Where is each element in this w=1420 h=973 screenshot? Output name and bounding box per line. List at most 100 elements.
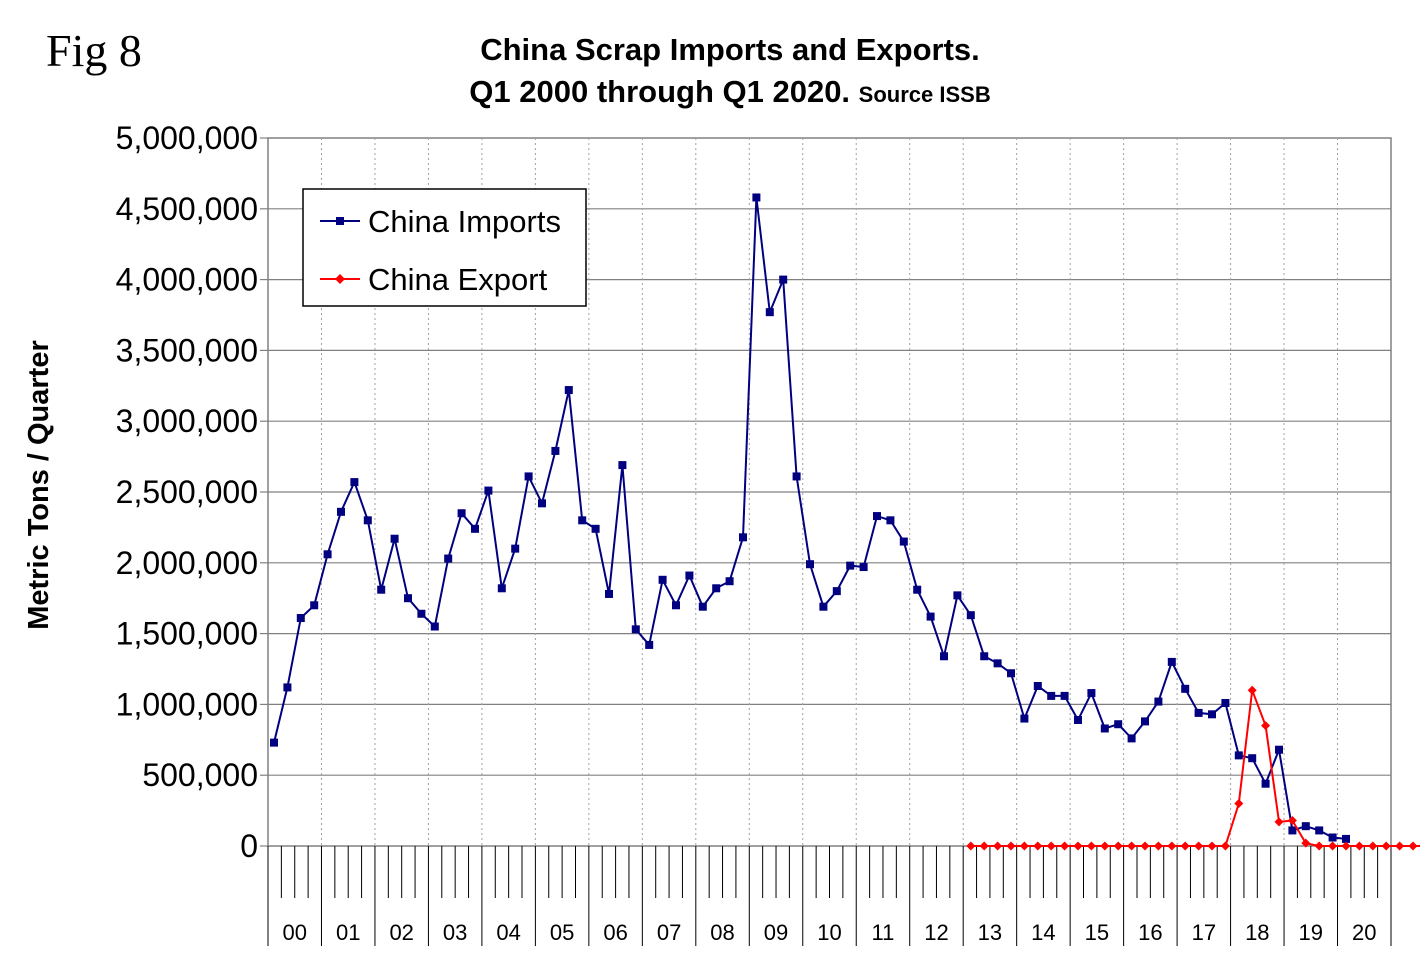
data-point (417, 609, 426, 618)
data-point (792, 472, 801, 481)
data-point (886, 516, 895, 525)
data-point (363, 516, 372, 525)
data-point (1100, 841, 1110, 851)
data-point (1127, 734, 1136, 743)
data-point (591, 524, 600, 533)
data-point (1207, 841, 1217, 851)
y-tick-label: 4,000,000 (116, 262, 258, 298)
data-point (779, 275, 788, 284)
x-year-label: 15 (1085, 920, 1109, 945)
data-point (712, 584, 721, 593)
data-point (752, 193, 761, 202)
data-point (430, 622, 439, 631)
y-axis-ticks: 0 500,000 1,000,000 1,500,000 2,000,000 2,500… (116, 120, 268, 864)
data-point (765, 308, 774, 317)
data-point (1153, 841, 1163, 851)
data-point (1274, 817, 1284, 827)
data-point (1234, 751, 1243, 760)
y-tick-label: 3,500,000 (116, 332, 258, 368)
data-point (1194, 708, 1203, 717)
data-point (1315, 826, 1324, 835)
x-year-label: 03 (443, 920, 467, 945)
data-point (564, 386, 573, 395)
legend-marker-imports (336, 217, 344, 225)
chart-title-line1: China Scrap Imports and Exports. (480, 32, 980, 67)
data-point (1368, 841, 1378, 851)
data-point (913, 585, 922, 594)
data-point (605, 589, 613, 598)
data-point (966, 841, 976, 851)
data-point (270, 738, 278, 747)
x-year-label: 18 (1245, 920, 1269, 945)
data-point (806, 560, 814, 569)
data-point (953, 591, 962, 600)
data-point (1074, 715, 1082, 724)
data-point (350, 478, 359, 487)
data-point (444, 554, 453, 563)
y-tick-label: 2,000,000 (116, 545, 258, 581)
y-tick-label: 0 (240, 828, 258, 864)
data-point (1261, 779, 1270, 788)
chart-title-period: Q1 2000 through Q1 2020. (469, 74, 851, 109)
data-point (471, 524, 479, 533)
data-point (993, 659, 1002, 668)
data-point (1221, 698, 1230, 707)
data-point (1314, 841, 1324, 851)
data-point (283, 683, 292, 692)
data-point (1086, 841, 1096, 851)
data-point (323, 550, 332, 559)
y-tick-label: 1,500,000 (116, 616, 258, 652)
data-point (979, 841, 989, 851)
data-point (390, 534, 399, 543)
data-point (1167, 841, 1177, 851)
x-year-label: 04 (496, 920, 520, 945)
y-tick-label: 1,000,000 (116, 686, 258, 722)
data-point (1046, 841, 1056, 851)
data-point (1261, 721, 1271, 731)
x-year-label: 06 (603, 920, 627, 945)
data-point (618, 461, 627, 470)
data-point (538, 499, 546, 508)
x-year-label: 00 (282, 920, 306, 945)
data-point (1275, 745, 1283, 754)
data-point (404, 594, 412, 603)
data-point (524, 472, 533, 481)
data-point (899, 537, 908, 546)
x-year-label: 19 (1299, 920, 1323, 945)
chart-title-source: Source ISSB (858, 82, 991, 107)
data-point (1114, 720, 1123, 729)
legend: China Imports China Export (302, 188, 587, 307)
data-point (966, 611, 975, 620)
data-point (337, 507, 345, 516)
legend-box (302, 188, 587, 307)
data-point (551, 446, 560, 455)
data-point (940, 652, 948, 661)
data-point (658, 575, 667, 584)
data-point (1381, 841, 1391, 851)
y-tick-label: 5,000,000 (116, 120, 258, 156)
data-point (1181, 684, 1190, 693)
data-point (1234, 799, 1244, 809)
data-point (1354, 841, 1364, 851)
data-point (1100, 724, 1109, 733)
data-point (578, 516, 587, 525)
x-year-label: 20 (1352, 920, 1376, 945)
y-tick-label: 2,500,000 (116, 474, 258, 510)
data-point (1208, 710, 1216, 719)
data-point (1167, 657, 1176, 666)
y-tick-label: 500,000 (142, 757, 258, 793)
data-point (645, 640, 654, 649)
data-point (1113, 841, 1123, 851)
legend-label-export: China Export (368, 262, 548, 297)
data-point (1087, 689, 1096, 698)
data-point (1140, 841, 1150, 851)
data-point (1328, 833, 1337, 842)
data-point (1301, 822, 1310, 831)
data-point (1288, 826, 1297, 835)
data-point (685, 571, 694, 580)
y-tick-label: 4,500,000 (116, 191, 258, 227)
data-point (672, 601, 680, 610)
data-point (511, 544, 520, 553)
data-point (739, 533, 747, 542)
